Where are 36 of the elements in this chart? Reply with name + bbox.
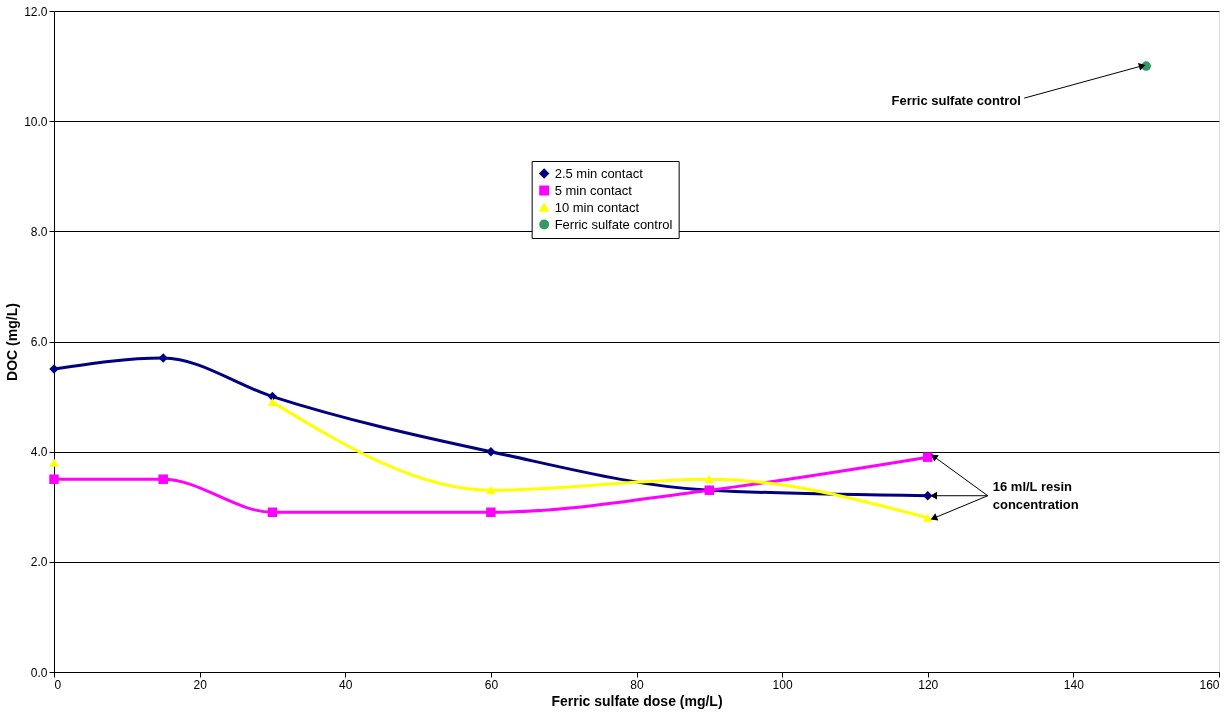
point	[486, 486, 496, 495]
y-tick-label: 8.0	[30, 224, 48, 239]
x-tick-label: 0	[54, 677, 62, 692]
point	[923, 513, 933, 522]
y-tick-label: 12.0	[24, 4, 48, 19]
x-tick-label: 60	[484, 677, 499, 692]
point	[923, 452, 933, 462]
point	[923, 490, 933, 501]
x-tick-label: 120	[918, 677, 939, 692]
point	[486, 507, 496, 517]
y-axis-title: DOC (mg/L)	[4, 303, 21, 381]
legend-label: 5 min contact	[554, 182, 633, 198]
point	[267, 397, 278, 407]
point	[486, 446, 496, 457]
point	[158, 474, 168, 484]
y-tick-label: 2.0	[30, 555, 48, 570]
x-tick-label: 80	[630, 677, 644, 692]
y-tick-label: 10.0	[24, 114, 48, 129]
x-tick-label: 100	[772, 677, 793, 692]
annotation: Ferric sulfate control	[891, 93, 1021, 109]
x-tick-label: 40	[339, 677, 353, 692]
legend-label: 10 min contact	[554, 199, 640, 215]
point	[704, 475, 715, 484]
x-tick-label: 140	[1063, 677, 1085, 692]
y-tick-label: 0.0	[30, 665, 48, 680]
y-tick-label: 6.0	[30, 335, 48, 349]
y-tick-label: 4.0	[30, 445, 48, 460]
point	[267, 507, 278, 517]
point	[49, 458, 59, 467]
x-axis-title: Ferric sulfate dose (mg/L)	[551, 692, 723, 709]
annotation: 16 ml/L resin concentration	[992, 478, 1079, 512]
x-tick-label: 20	[193, 677, 208, 692]
x-tick-label: 160	[1199, 677, 1220, 692]
legend-label: Ferric sulfate control	[554, 216, 673, 232]
point	[49, 474, 59, 484]
legend-label: 2.5 min contact	[554, 165, 644, 181]
